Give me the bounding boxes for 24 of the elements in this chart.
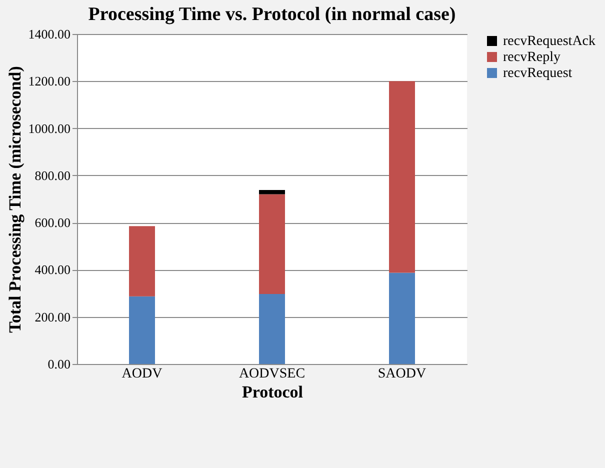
bar [389, 81, 415, 273]
legend-label: recvRequest [503, 66, 572, 81]
y-axis-title: Total Processing Time (microsecond) [5, 66, 24, 333]
y-tick-label: 600.00 [34, 215, 70, 230]
y-tick-label: 800.00 [34, 168, 70, 183]
bar [259, 190, 285, 194]
legend-label: recvRequestAck [503, 34, 596, 49]
chart-title: Processing Time vs. Protocol (in normal case) [88, 4, 456, 25]
x-tick-label: SAODV [378, 366, 426, 382]
y-tick-label: 200.00 [34, 309, 70, 324]
bar [389, 272, 415, 364]
bar [259, 294, 285, 364]
x-tick-label: AODVSEC [238, 366, 306, 382]
y-tick-label: 400.00 [34, 262, 70, 278]
y-tick-label: 1400.00 [28, 26, 70, 42]
y-tick-label: 0.00 [48, 356, 70, 372]
bar [259, 194, 285, 294]
x-tick-label: AODV [122, 366, 162, 382]
y-tick-label: 1000.00 [28, 120, 70, 136]
bar [129, 226, 155, 296]
y-tick-label: 1200.00 [28, 74, 70, 89]
legend-label: recvReply [503, 50, 561, 65]
x-axis-title: Protocol [242, 382, 304, 402]
bar [129, 296, 155, 364]
